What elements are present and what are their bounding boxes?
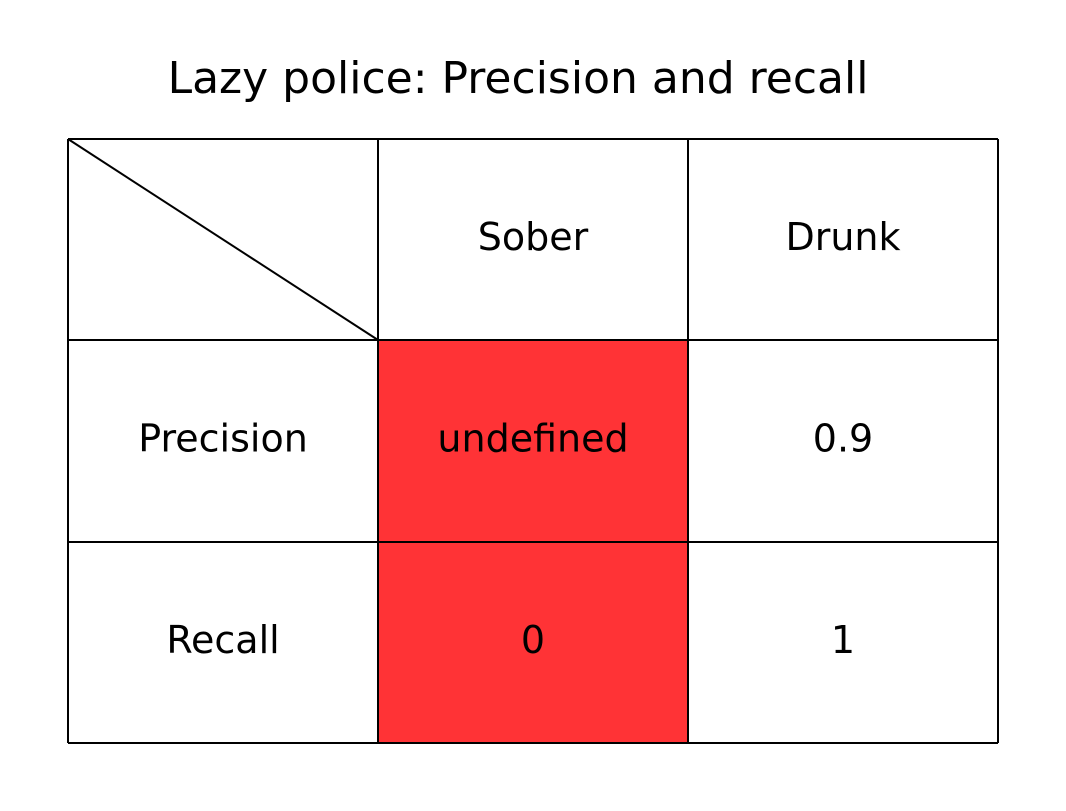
cell-recall-drunk: 1 (831, 618, 855, 662)
corner-diagonal-line (67, 138, 379, 341)
cell-precision-drunk: 0.9 (813, 417, 873, 461)
column-header-sober: Sober (478, 215, 589, 259)
highlight-cell-recall-sober (378, 542, 688, 743)
row-label-precision: Precision (138, 417, 308, 461)
cell-recall-sober: 0 (521, 618, 545, 662)
chart-title: Lazy police: Precision and recall (167, 53, 869, 104)
column-header-drunk: Drunk (785, 215, 900, 259)
table-grid-lines (67, 138, 999, 744)
row-label-recall: Recall (166, 618, 279, 662)
cell-precision-sober: undefined (437, 417, 628, 461)
highlight-cell-precision-sober (378, 340, 688, 542)
